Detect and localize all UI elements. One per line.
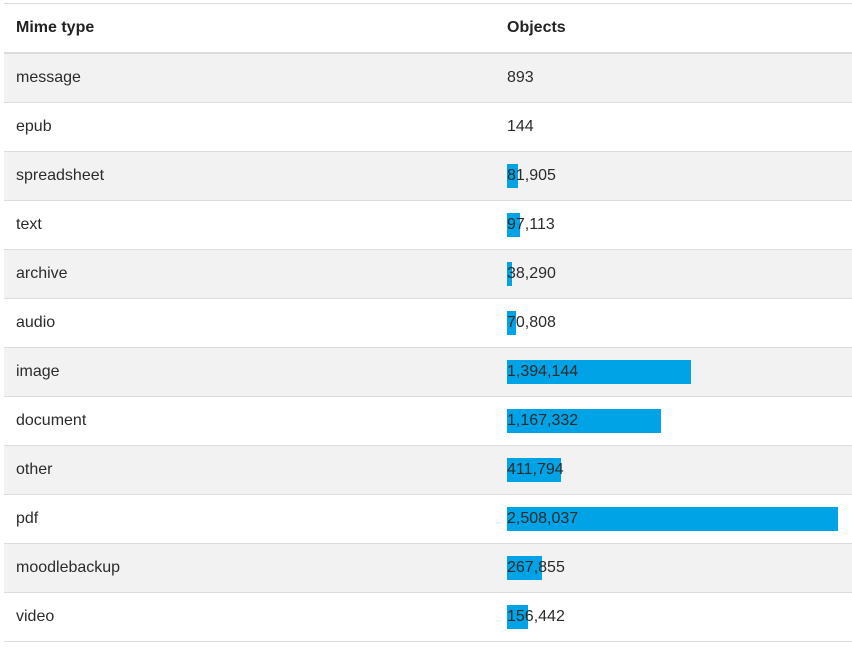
table-row: epub 144 [4, 103, 852, 152]
mime-type-cell: pdf [16, 510, 39, 527]
objects-cell: 1,394,144 [507, 348, 840, 396]
table-header-row: Mime type Objects [4, 4, 852, 54]
table-row: image 1,394,144 [4, 348, 852, 397]
objects-cell: 2,508,037 [507, 495, 840, 543]
objects-bar [507, 507, 838, 531]
objects-bar [507, 409, 662, 433]
mime-type-cell: video [16, 608, 55, 625]
objects-bar [507, 311, 517, 335]
objects-bar [507, 605, 528, 629]
objects-value: 893 [507, 69, 534, 86]
table-row: spreadsheet 81,905 [4, 152, 852, 201]
objects-value: 97,113 [507, 216, 555, 233]
table-row: video 156,442 [4, 593, 852, 642]
objects-value: 411,794 [507, 461, 564, 478]
table-row: text 97,113 [4, 201, 852, 250]
objects-bar [507, 262, 513, 286]
objects-cell: 81,905 [507, 152, 840, 200]
objects-value: 1,394,144 [507, 363, 579, 380]
objects-value: 2,508,037 [507, 510, 579, 527]
table-row: other 411,794 [4, 446, 852, 495]
mime-type-cell: image [16, 363, 60, 380]
objects-cell: 144 [507, 103, 840, 151]
mime-type-cell: other [16, 461, 53, 478]
objects-value: 1,167,332 [507, 412, 579, 429]
mime-type-cell: text [16, 216, 42, 233]
objects-cell: 893 [507, 54, 840, 102]
objects-value: 267,855 [507, 559, 565, 576]
objects-value: 156,442 [507, 608, 565, 625]
table-body: message 893 epub 144 spreadsheet 81,905 text 97… [4, 54, 852, 642]
objects-bar [507, 458, 562, 482]
column-header-mime-type[interactable]: Mime type [16, 19, 95, 36]
objects-value: 81,905 [507, 167, 556, 184]
objects-value: 38,290 [507, 265, 556, 282]
mime-type-cell: message [16, 69, 81, 86]
table-row: archive 38,290 [4, 250, 852, 299]
objects-value: 144 [507, 118, 534, 135]
table-row: message 893 [4, 54, 852, 103]
table-row: moodlebackup 267,855 [4, 544, 852, 593]
mime-type-cell: document [16, 412, 87, 429]
objects-cell: 267,855 [507, 544, 840, 592]
column-header-objects[interactable]: Objects [507, 19, 566, 36]
objects-bar [507, 556, 543, 580]
objects-value: 70,808 [507, 314, 556, 331]
table-row: document 1,167,332 [4, 397, 852, 446]
objects-cell: 97,113 [507, 201, 840, 249]
table-row: pdf 2,508,037 [4, 495, 852, 544]
objects-cell: 70,808 [507, 299, 840, 347]
mime-type-cell: audio [16, 314, 56, 331]
mime-type-table: Mime type Objects message 893 epub 144 sprea… [4, 3, 852, 642]
objects-cell: 156,442 [507, 593, 840, 641]
mime-type-cell: epub [16, 118, 52, 135]
objects-cell: 411,794 [507, 446, 840, 494]
table-row: audio 70,808 [4, 299, 852, 348]
objects-cell: 38,290 [507, 250, 840, 298]
mime-type-cell: moodlebackup [16, 559, 121, 576]
objects-bar [507, 213, 520, 237]
objects-bar [507, 360, 691, 384]
objects-cell: 1,167,332 [507, 397, 840, 445]
objects-bar [507, 164, 518, 188]
mime-type-cell: archive [16, 265, 68, 282]
mime-type-cell: spreadsheet [16, 167, 105, 184]
